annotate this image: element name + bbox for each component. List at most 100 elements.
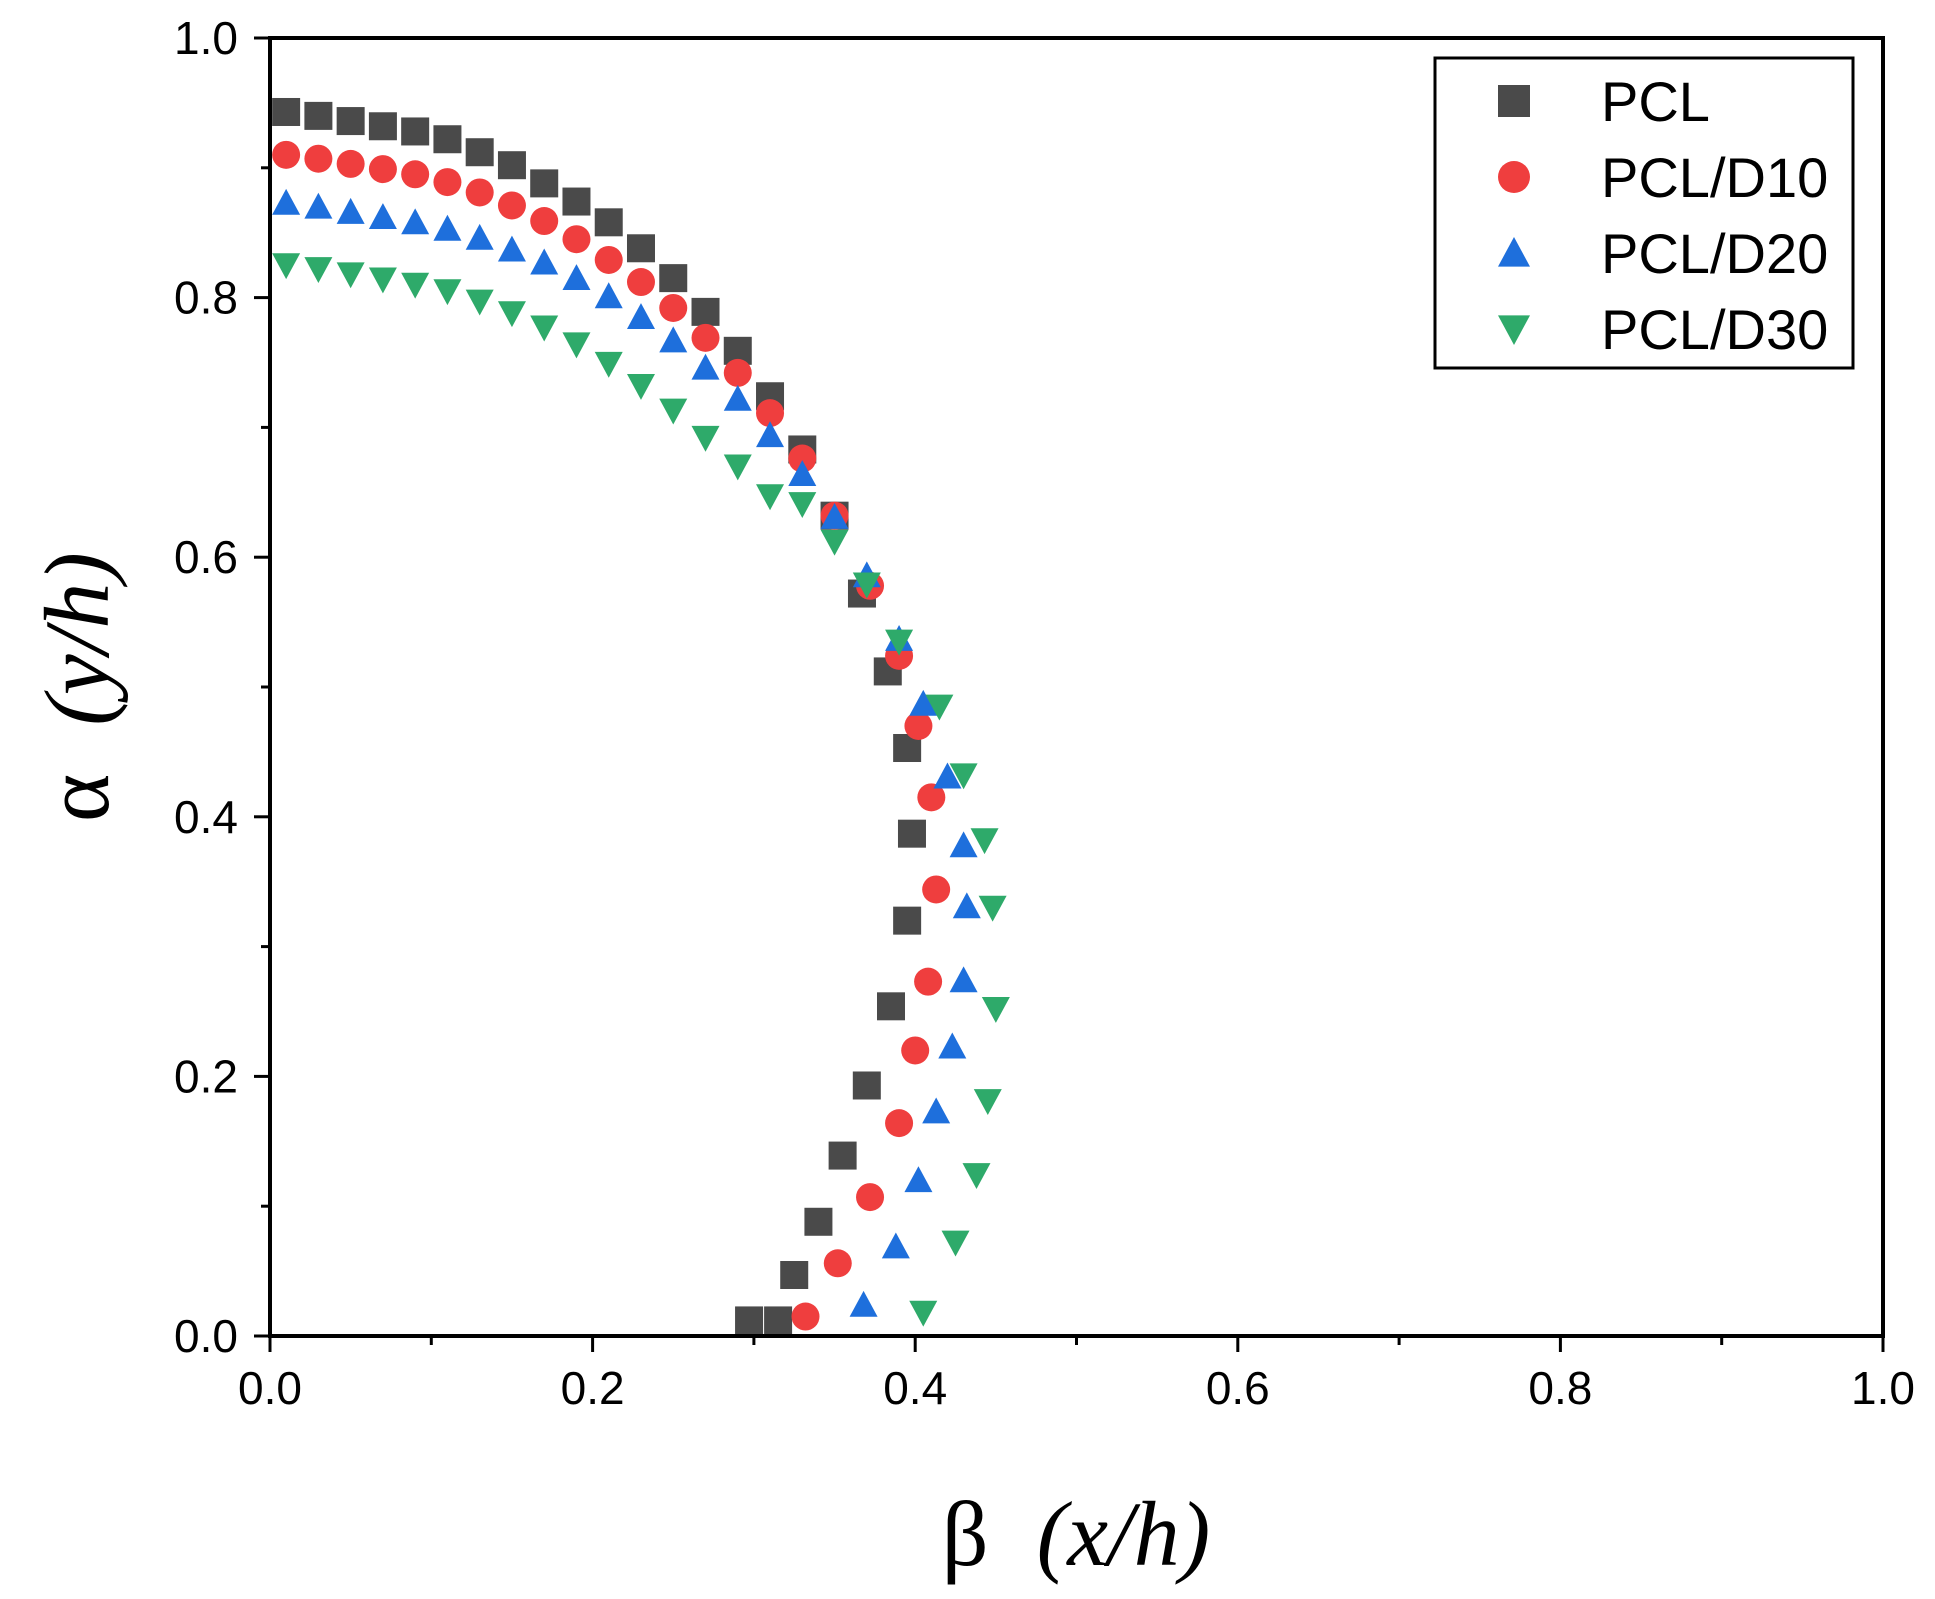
data-point <box>723 358 752 387</box>
data-point <box>820 502 849 529</box>
data-point <box>922 1097 951 1124</box>
legend-label: PCL/D20 <box>1601 222 1828 285</box>
data-point <box>272 97 301 126</box>
data-point <box>917 783 946 812</box>
data-point <box>336 262 365 289</box>
data-point <box>909 1300 938 1327</box>
data-point <box>877 992 906 1021</box>
data-point <box>941 1230 970 1257</box>
data-point <box>368 112 397 141</box>
data-point <box>497 235 526 262</box>
data-point <box>949 966 978 993</box>
data-point <box>626 234 655 263</box>
data-point <box>791 1302 820 1331</box>
data-point <box>735 1306 764 1335</box>
legend-label: PCL/D10 <box>1601 146 1828 209</box>
data-point <box>465 289 494 316</box>
data-point <box>780 1260 809 1289</box>
data-point <box>626 303 655 329</box>
data-point <box>823 1249 852 1278</box>
data-point <box>626 268 655 297</box>
data-point <box>368 203 397 230</box>
data-point <box>885 1109 914 1138</box>
y-tick-label: 0.0 <box>174 1310 238 1362</box>
data-point <box>401 272 430 299</box>
data-point <box>433 214 462 241</box>
x-tick-label: 0.6 <box>1206 1362 1270 1414</box>
data-point <box>970 828 999 855</box>
data-point <box>659 264 688 293</box>
data-point <box>897 819 926 848</box>
data-point <box>804 1207 833 1236</box>
data-point <box>909 689 938 716</box>
x-tick-label: 1.0 <box>1851 1362 1915 1414</box>
data-point <box>973 1089 1002 1116</box>
data-point <box>626 373 655 400</box>
data-point <box>272 253 301 280</box>
data-point <box>849 1290 878 1317</box>
data-point <box>852 572 881 599</box>
data-point <box>304 192 333 219</box>
data-point <box>659 398 688 425</box>
data-point <box>465 138 494 167</box>
y-axis-text: (y/h) <box>26 552 128 726</box>
data-point <box>949 763 978 790</box>
data-point <box>756 399 785 428</box>
data-point <box>659 326 688 353</box>
data-point <box>949 831 978 858</box>
data-point <box>925 694 954 721</box>
data-point <box>788 460 817 487</box>
series-pcl-d20 <box>272 188 981 1317</box>
series-pcl-d30 <box>272 253 1010 1327</box>
data-point <box>691 425 720 452</box>
x-tick-label: 0.4 <box>883 1362 947 1414</box>
data-point <box>336 149 365 178</box>
data-point <box>530 248 559 275</box>
data-point <box>893 906 922 935</box>
data-point <box>594 282 623 309</box>
y-tick-label: 0.4 <box>174 791 238 843</box>
data-point <box>922 875 951 904</box>
data-point <box>691 297 720 326</box>
data-point <box>981 997 1010 1023</box>
data-point <box>497 151 526 180</box>
data-point <box>401 117 430 146</box>
y-axis-symbol: α <box>26 774 128 822</box>
data-point <box>952 892 981 919</box>
data-point <box>497 191 526 220</box>
data-point <box>938 1032 967 1059</box>
data-point <box>901 1036 930 1065</box>
data-point <box>691 353 720 380</box>
data-point <box>433 168 462 197</box>
legend-marker <box>1498 237 1530 267</box>
data-point <box>272 140 301 169</box>
legend-label: PCL/D30 <box>1601 298 1828 361</box>
data-point <box>881 1232 910 1259</box>
plot-frame <box>268 36 1885 1338</box>
data-point <box>756 484 785 511</box>
x-tick-label: 0.0 <box>238 1362 302 1414</box>
x-tick-label: 0.2 <box>561 1362 625 1414</box>
x-axis-title: β (x/h) <box>942 1483 1210 1585</box>
data-point <box>465 223 494 250</box>
data-point <box>530 207 559 236</box>
data-point <box>497 301 526 328</box>
data-point <box>904 1166 933 1193</box>
data-point <box>368 267 397 294</box>
data-point <box>978 895 1007 922</box>
data-point <box>594 245 623 274</box>
legend-marker <box>1498 161 1530 193</box>
data-point <box>433 125 462 154</box>
data-point <box>962 1163 991 1190</box>
legend: PCL PCL/D10 PCL/D20 PCL/D30 <box>1433 56 1855 370</box>
data-point <box>904 711 933 740</box>
data-point <box>723 384 752 411</box>
data-point <box>562 225 591 254</box>
legend-marker <box>1498 315 1530 345</box>
y-tick-label: 1.0 <box>174 12 238 64</box>
x-axis-text: (x/h) <box>1037 1483 1211 1585</box>
data-point <box>885 629 914 656</box>
data-point <box>756 421 785 448</box>
data-point <box>594 208 623 237</box>
